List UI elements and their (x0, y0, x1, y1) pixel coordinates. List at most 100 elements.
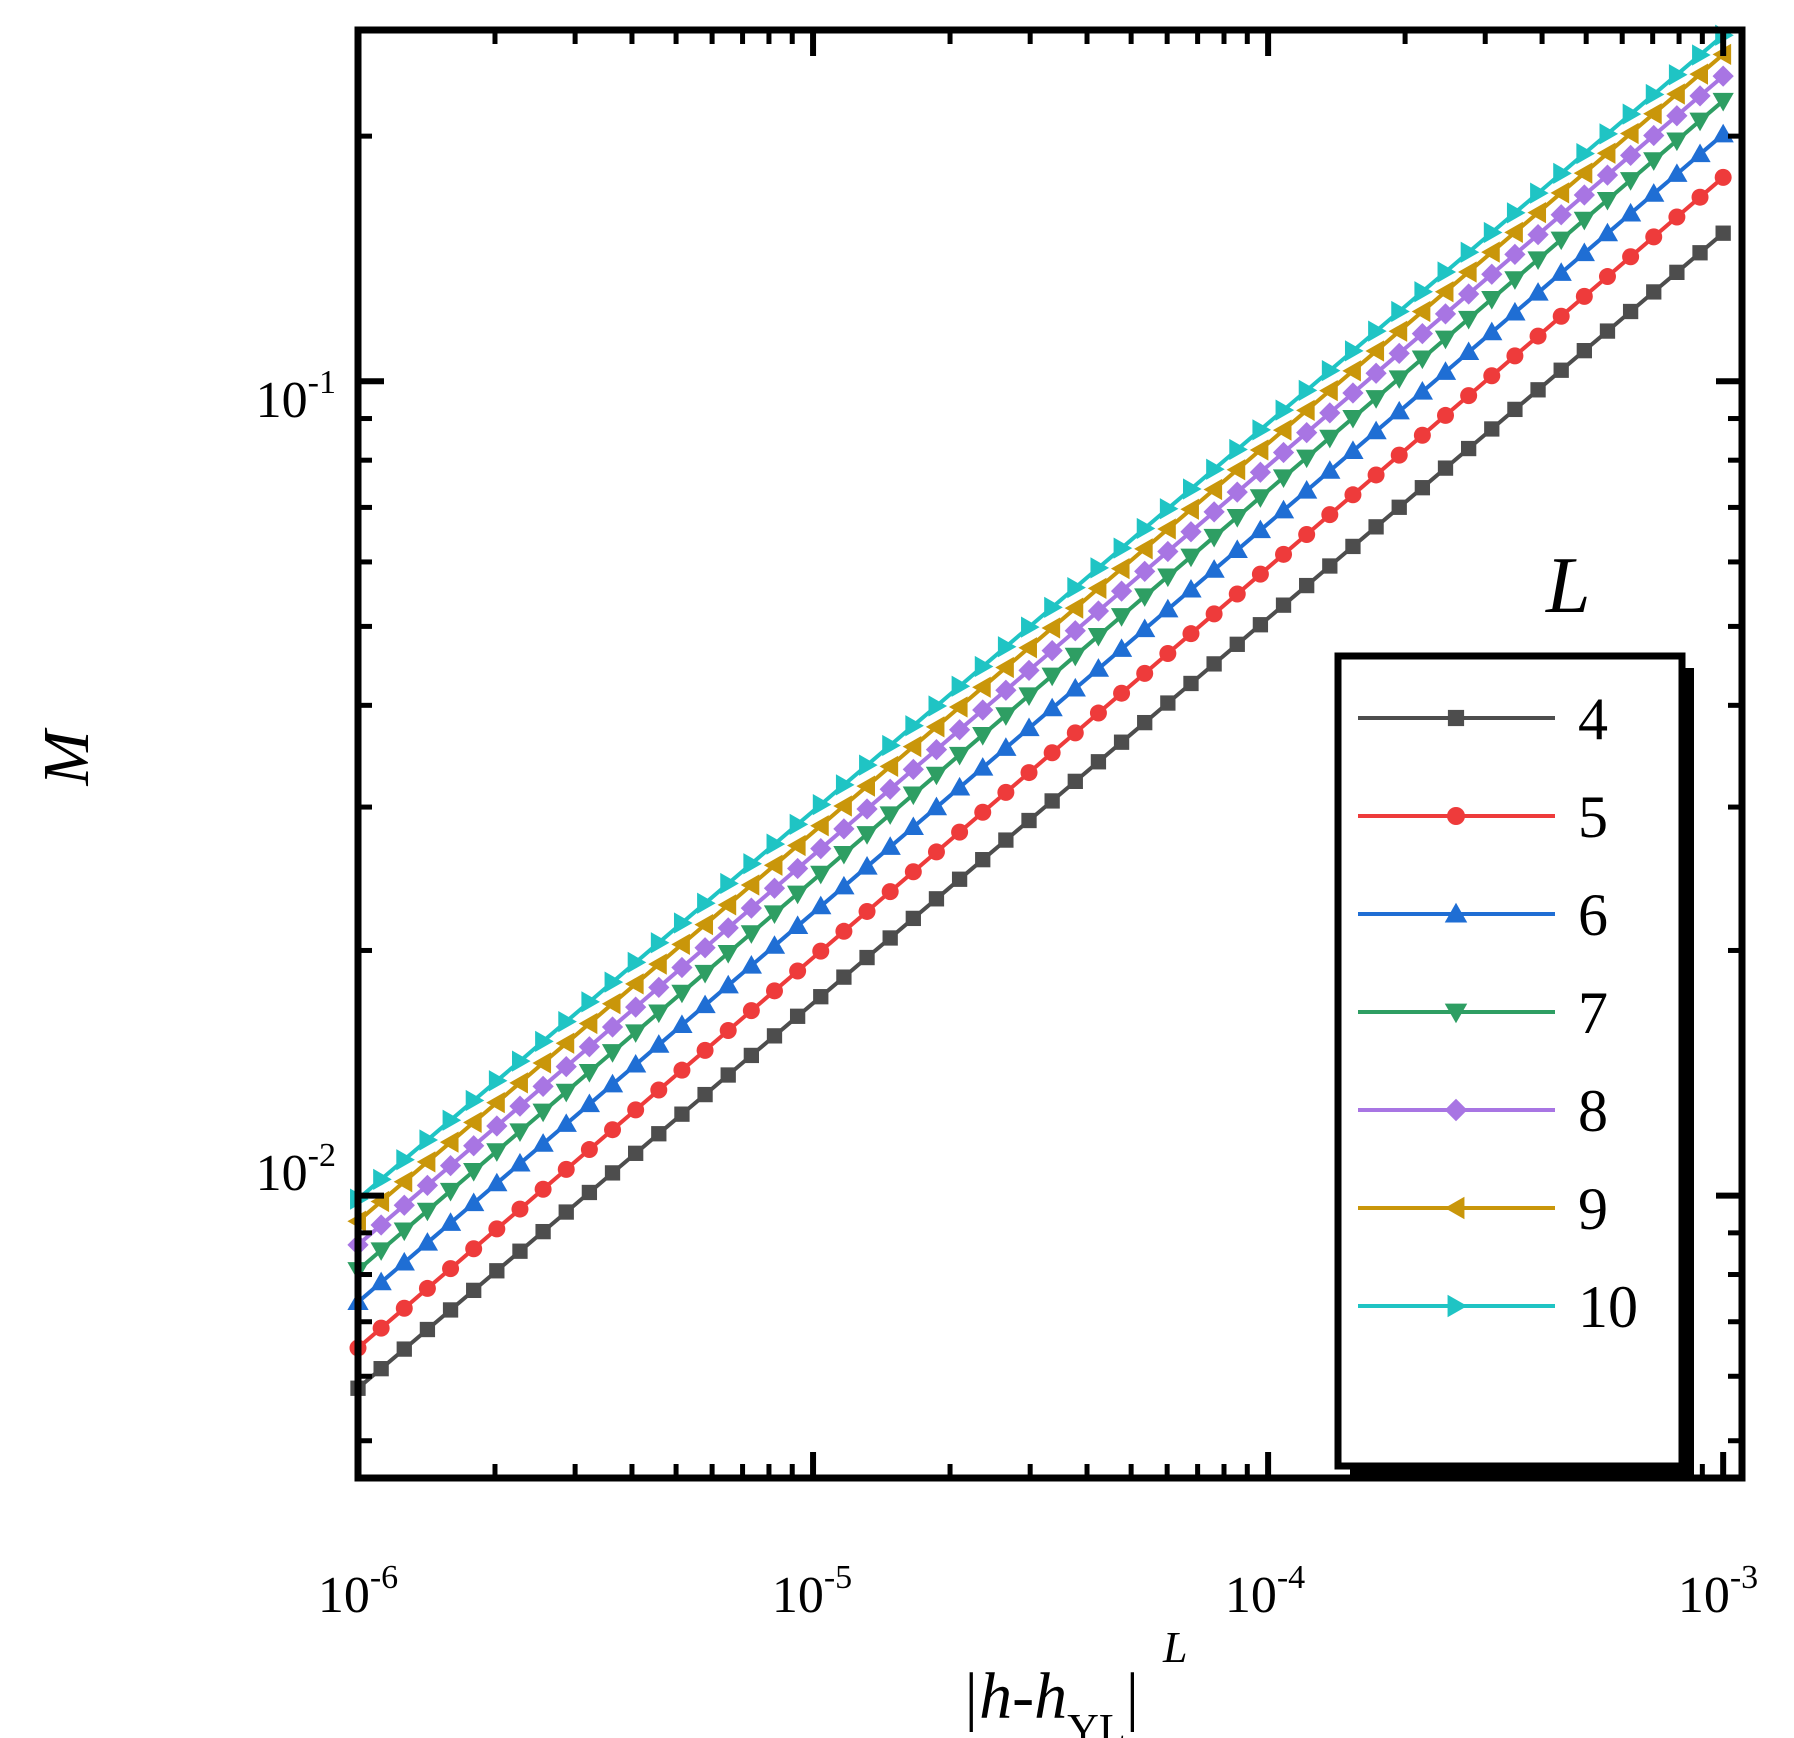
series-4-point-46 (1414, 480, 1431, 496)
series-9-point-27 (972, 676, 991, 698)
series-4-point-59 (1715, 225, 1731, 241)
series-6-point-13 (648, 1034, 670, 1053)
series-4-point-18 (766, 1028, 783, 1044)
series-8-point-24 (902, 758, 924, 781)
series-10-point-4 (442, 1109, 462, 1131)
series-6-point-16 (717, 974, 739, 994)
series-4-point-24 (905, 910, 921, 927)
series-5-point-13 (650, 1081, 668, 1099)
series-5-point-53 (1575, 287, 1593, 305)
series-5-point-23 (881, 883, 899, 901)
series-9-point-8 (532, 1052, 552, 1074)
series-9-point-41 (1296, 399, 1315, 422)
series-6-point-18 (763, 935, 786, 954)
series-10-point-8 (535, 1030, 554, 1052)
series-9-point-2 (393, 1171, 413, 1193)
series-7-point-20 (810, 865, 832, 885)
series-8-point-19 (787, 857, 809, 880)
series-6-point-40 (1272, 499, 1295, 519)
series-9 (347, 43, 1732, 1232)
series-5-point-38 (1228, 585, 1246, 603)
series-10-point-9 (558, 1010, 577, 1033)
series-4-point-23 (882, 930, 898, 946)
series-9-point-31 (1064, 597, 1084, 619)
series-7-point-31 (1064, 647, 1086, 667)
series-8-point-56 (1643, 124, 1665, 147)
series-5-point-51 (1529, 327, 1547, 345)
series-5-point-43 (1344, 486, 1362, 504)
series-6-point-22 (856, 856, 878, 875)
series-7-point-51 (1527, 251, 1549, 270)
series-6-point-15 (694, 994, 716, 1014)
series-4-point-6 (489, 1263, 505, 1279)
series-8-point-22 (856, 798, 878, 820)
series-8-point-44 (1365, 362, 1387, 384)
series-10-point-23 (882, 734, 901, 757)
series-10-point-33 (1113, 537, 1133, 559)
series-7-point-25 (925, 766, 948, 786)
series-6-point-1 (370, 1271, 392, 1291)
legend-item-7: 7 (1358, 980, 1608, 1046)
series-9-point-16 (717, 894, 737, 916)
series-4-point-37 (1206, 656, 1222, 672)
legend-marker-6 (1444, 902, 1468, 923)
series-5-point-47 (1437, 406, 1455, 424)
series-4-point-25 (928, 891, 945, 907)
series-9-point-32 (1087, 577, 1107, 600)
series-10-point-40 (1275, 399, 1295, 421)
series-9-point-25 (925, 716, 945, 738)
legend-label-5: 5 (1578, 784, 1608, 850)
series-5-point-25 (927, 843, 945, 861)
series-4-point-19 (789, 1008, 806, 1024)
series-5-point-5 (465, 1240, 483, 1258)
plot-frame (354, 26, 1746, 1482)
series-9-point-56 (1643, 103, 1662, 125)
series-7-point-11 (601, 1044, 624, 1063)
series-10-point-13 (650, 932, 670, 954)
series-5-point-45 (1390, 446, 1408, 464)
series-5-point-34 (1136, 664, 1154, 682)
series-6-point-45 (1388, 400, 1410, 420)
series-8-point-31 (1064, 620, 1086, 642)
series-4-point-49 (1484, 421, 1500, 437)
series-6-point-27 (972, 757, 994, 776)
series-5-point-52 (1552, 307, 1570, 325)
series-6-point-26 (948, 776, 971, 796)
series-7-point-42 (1319, 429, 1341, 449)
series-4-point-1 (373, 1361, 389, 1377)
series-5-point-48 (1460, 387, 1478, 405)
series-9-point-13 (648, 953, 667, 975)
series-8-point-59 (1712, 65, 1734, 87)
series-6-point-55 (1619, 202, 1642, 222)
series-10 (350, 24, 1734, 1210)
series-6-point-58 (1689, 143, 1711, 163)
series-8-point-57 (1666, 105, 1688, 127)
series-10-point-52 (1553, 162, 1572, 184)
series-7-point-35 (1157, 568, 1179, 588)
series-4-point-26 (951, 871, 968, 887)
series-10-point-39 (1252, 419, 1272, 441)
series-4-point-21 (836, 969, 852, 985)
series-7-point-2 (393, 1222, 415, 1242)
series-8-point-13 (648, 976, 670, 998)
series-6-point-54 (1596, 222, 1619, 242)
series-9-point-4 (439, 1131, 459, 1153)
series-6-point-53 (1573, 242, 1595, 262)
series-5-point-12 (627, 1101, 645, 1119)
series-4-point-29 (1021, 812, 1037, 829)
series-8-point-50 (1504, 243, 1526, 266)
series-6-point-12 (625, 1053, 647, 1073)
series-5-point-21 (835, 922, 853, 940)
series-4-point-7 (512, 1243, 528, 1259)
series-9-point-49 (1481, 241, 1500, 263)
series-9-point-39 (1249, 439, 1269, 461)
series-8-point-20 (810, 838, 832, 860)
series-9-point-44 (1365, 340, 1385, 362)
series-9-point-14 (671, 933, 690, 956)
series-10-point-32 (1090, 557, 1110, 579)
series-7-point-30 (1041, 667, 1063, 687)
series-8-point-6 (486, 1115, 508, 1137)
series-7-point-45 (1388, 370, 1410, 389)
series-8-point-37 (1203, 501, 1225, 523)
series-10-point-34 (1136, 517, 1156, 540)
